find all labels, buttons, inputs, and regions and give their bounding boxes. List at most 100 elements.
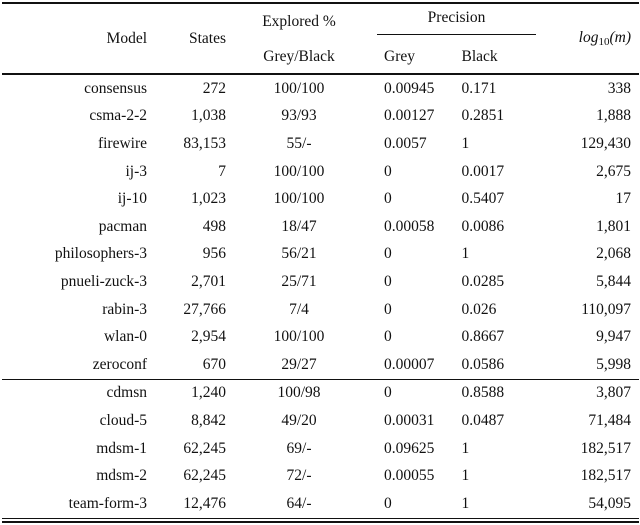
cell-states: 956 [202, 245, 226, 263]
cell-states: 62,245 [183, 467, 226, 485]
cell-precision-black: 1 [461, 439, 470, 457]
cell-explored-grey-black: 64/- [286, 494, 312, 512]
cell-precision-grey: 0.00058 [384, 217, 435, 235]
table-row: philosophers-3 956 56/21 0 1 2,068 [2, 241, 639, 269]
cell-precision-black: 1 [461, 134, 470, 152]
table-bottom-rule [2, 517, 639, 523]
table-row: wlan-0 2,954 100/100 0 0.8667 9,947 [2, 323, 639, 351]
cell-model: mdsm-2 [96, 467, 147, 485]
cell-model: rabin-3 [102, 300, 147, 318]
cell-model: ij-3 [125, 162, 147, 180]
cell-states: 8,842 [191, 411, 226, 429]
table-row: ij-10 1,023 100/100 0 0.5407 17 [2, 185, 639, 213]
cell-model: pacman [98, 217, 147, 235]
cell-precision-grey: 0 [384, 190, 392, 208]
cell-precision-black: 0.0586 [461, 355, 505, 373]
cell-model: zeroconf [92, 355, 147, 373]
cell-log10m: 110,097 [581, 300, 631, 318]
cell-log10m: 129,430 [580, 134, 631, 152]
cell-model: philosophers-3 [54, 245, 147, 263]
log-label-suffix: (m) [609, 29, 631, 46]
cell-states: 83,153 [183, 134, 226, 152]
column-header-explored-pct: Explored % [262, 13, 336, 30]
log-label-prefix: log [578, 29, 599, 46]
cell-model: csma-2-2 [89, 107, 147, 125]
cell-precision-grey: 0.00055 [384, 467, 435, 485]
cell-states: 1,023 [191, 190, 226, 208]
cell-states: 7 [218, 162, 226, 180]
cell-log10m: 54,095 [588, 494, 631, 512]
cell-explored-grey-black: 25/71 [281, 272, 317, 290]
cell-explored-grey-black: 100/100 [273, 190, 325, 208]
column-header-model: Model [106, 29, 147, 47]
column-header-precision-grey: Grey [384, 47, 415, 65]
cell-precision-grey: 0.00945 [384, 79, 435, 97]
cell-precision-black: 0.026 [461, 300, 497, 318]
cell-model: cdmsn [106, 384, 147, 402]
table-row: pnueli-zuck-3 2,701 25/71 0 0.0285 5,844 [2, 268, 639, 296]
cell-explored-grey-black: 69/- [286, 439, 312, 457]
table-row: mdsm-2 62,245 72/- 0.00055 1 182,517 [2, 462, 639, 490]
table-row: mdsm-1 62,245 69/- 0.09625 1 182,517 [2, 435, 639, 463]
cell-model: pnueli-zuck-3 [60, 272, 147, 290]
table-section-secondary: cdmsn 1,240 100/98 0 0.8588 3,807 cloud-… [2, 379, 639, 517]
cell-log10m: 17 [615, 190, 632, 208]
cell-explored-grey-black: 55/- [286, 134, 312, 152]
header-row-top: Model States Explored % Precision log10(… [2, 3, 639, 48]
column-header-states: States [188, 29, 226, 47]
cell-states: 1,240 [191, 384, 226, 402]
cell-precision-grey: 0 [384, 384, 392, 402]
cell-precision-grey: 0 [384, 300, 392, 318]
cell-model: mdsm-1 [96, 439, 147, 457]
cell-precision-grey: 0.00007 [384, 355, 435, 373]
cell-log10m: 338 [607, 79, 631, 97]
cell-model: ij-10 [117, 190, 147, 208]
cell-precision-black: 0.8588 [461, 384, 505, 402]
table-row: consensus 272 100/100 0.00945 0.171 338 [2, 74, 639, 103]
table-row: ij-3 7 100/100 0 0.0017 2,675 [2, 158, 639, 186]
cell-precision-grey: 0 [384, 245, 392, 263]
cell-log10m: 2,675 [596, 162, 631, 180]
column-header-log10m: log10(m) [554, 3, 639, 74]
cell-explored-grey-black: 56/21 [281, 245, 317, 263]
table-row: zeroconf 670 29/27 0.00007 0.0586 5,998 [2, 351, 639, 379]
cell-explored-grey-black: 100/98 [277, 384, 321, 402]
cell-explored-grey-black: 7/4 [289, 300, 309, 318]
cell-log10m: 5,998 [596, 355, 631, 373]
cell-log10m: 1,801 [596, 217, 631, 235]
table-row: rabin-3 27,766 7/4 0 0.026 110,097 [2, 296, 639, 324]
cell-precision-black: 0.8667 [461, 328, 505, 346]
cell-precision-black: 1 [461, 494, 470, 512]
cell-log10m: 182,517 [580, 439, 631, 457]
table-row: pacman 498 18/47 0.00058 0.0086 1,801 [2, 213, 639, 241]
cell-precision-grey: 0.00031 [384, 411, 435, 429]
cell-log10m: 9,947 [596, 328, 631, 346]
cell-log10m: 3,807 [596, 384, 631, 402]
cell-states: 27,766 [183, 300, 226, 318]
table-row: firewire 83,153 55/- 0.0057 1 129,430 [2, 130, 639, 158]
cell-explored-grey-black: 100/100 [273, 328, 325, 346]
column-header-precision-black: Black [461, 47, 498, 65]
cell-model: team-form-3 [68, 494, 147, 512]
cell-precision-black: 0.0487 [461, 411, 505, 429]
cell-states: 12,476 [183, 494, 226, 512]
table-header: Model States Explored % Precision log10(… [2, 3, 639, 74]
cell-states: 62,245 [183, 439, 226, 457]
cell-states: 498 [202, 217, 226, 235]
cell-states: 2,701 [191, 272, 226, 290]
cell-explored-grey-black: 100/100 [273, 79, 325, 97]
cell-explored-grey-black: 100/100 [273, 162, 325, 180]
cell-log10m: 1,888 [596, 107, 631, 125]
header-row-bottom: Grey/Black Grey Black [2, 40, 639, 74]
cell-precision-grey: 0.09625 [384, 439, 435, 457]
benchmark-table: Model States Explored % Precision log10(… [2, 2, 639, 518]
cell-states: 2,954 [191, 328, 226, 346]
cell-states: 670 [202, 355, 226, 373]
cell-precision-black: 0.5407 [461, 190, 505, 208]
cell-precision-grey: 0 [384, 328, 392, 346]
table-row: team-form-3 12,476 64/- 0 1 54,095 [2, 490, 639, 518]
cell-log10m: 182,517 [580, 467, 631, 485]
cell-precision-grey: 0 [384, 494, 392, 512]
column-header-precision-group: Precision [369, 3, 554, 40]
